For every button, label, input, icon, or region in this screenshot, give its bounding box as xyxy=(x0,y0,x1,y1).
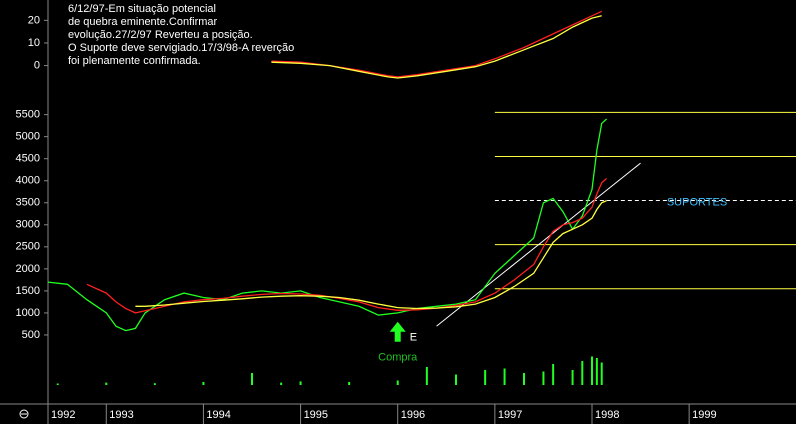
volume-bar xyxy=(552,364,555,385)
x-tick-label: 1999 xyxy=(692,409,716,421)
x-tick-label: 1997 xyxy=(498,409,522,421)
series-line xyxy=(271,15,602,79)
annotation: evolução.27/2/97 Reverteu a posição. xyxy=(68,29,253,41)
y-tick-label: 10 xyxy=(28,37,40,49)
volume-bar xyxy=(299,381,302,385)
x-tick-label: 1998 xyxy=(595,409,619,421)
y-tick-label: 5500 xyxy=(16,109,40,121)
x-tick-label: 1994 xyxy=(206,409,230,421)
volume-bar xyxy=(56,383,59,385)
volume-bar xyxy=(455,374,457,385)
volume-bar xyxy=(595,358,598,385)
icon xyxy=(19,409,29,419)
y-tick-label: 4000 xyxy=(16,175,40,187)
y-tick-label: 1000 xyxy=(16,307,40,319)
trend-line xyxy=(436,162,641,327)
annotation: 6/12/97-Em situação potencial xyxy=(68,3,216,15)
y-tick-label: 20 xyxy=(28,14,40,26)
volume-bar xyxy=(396,380,399,385)
volume-bar xyxy=(348,382,351,385)
volume-bar xyxy=(280,382,283,385)
y-tick-label: 3500 xyxy=(16,197,40,209)
y-tick-label: 5000 xyxy=(16,131,40,143)
volume-bar xyxy=(591,356,593,385)
signal-text: Compra xyxy=(378,352,418,364)
volume-bar xyxy=(251,373,253,385)
y-tick-label: 2500 xyxy=(16,241,40,253)
volume-bar xyxy=(581,361,584,385)
annotation: foi plenamente confirmada. xyxy=(68,55,201,67)
x-tick-label: 1993 xyxy=(109,409,133,421)
y-tick-label: 4500 xyxy=(16,153,40,165)
series-line xyxy=(271,10,602,78)
series-line xyxy=(86,178,608,314)
signal-label: E xyxy=(410,332,417,344)
volume-bar xyxy=(105,382,108,385)
y-tick-label: 2000 xyxy=(16,263,40,275)
volume-bar xyxy=(503,368,506,385)
x-tick-label: 1995 xyxy=(304,409,328,421)
y-tick-label: 0 xyxy=(34,60,40,72)
series-line xyxy=(135,200,607,310)
volume-bar xyxy=(425,367,428,385)
volume-bar xyxy=(484,370,487,385)
buy-arrow xyxy=(389,321,406,342)
volume-bar xyxy=(202,382,205,385)
support-label: SUPORTES xyxy=(667,196,727,208)
y-tick-label: 500 xyxy=(22,329,40,341)
x-tick-label: 1996 xyxy=(401,409,425,421)
volume-bar xyxy=(571,370,574,385)
annotation: de quebra eminente.Confirmar xyxy=(68,16,218,28)
volume-bar xyxy=(600,362,603,385)
annotation: O Suporte deve servigiado.17/3/98-A reve… xyxy=(68,42,294,54)
y-tick-label: 1500 xyxy=(16,285,40,297)
volume-bar xyxy=(523,373,525,385)
x-tick-label: 1992 xyxy=(51,409,75,421)
volume-bar xyxy=(542,371,545,385)
series-line xyxy=(47,118,608,332)
y-tick-label: 3000 xyxy=(16,219,40,231)
volume-bar xyxy=(153,383,156,385)
